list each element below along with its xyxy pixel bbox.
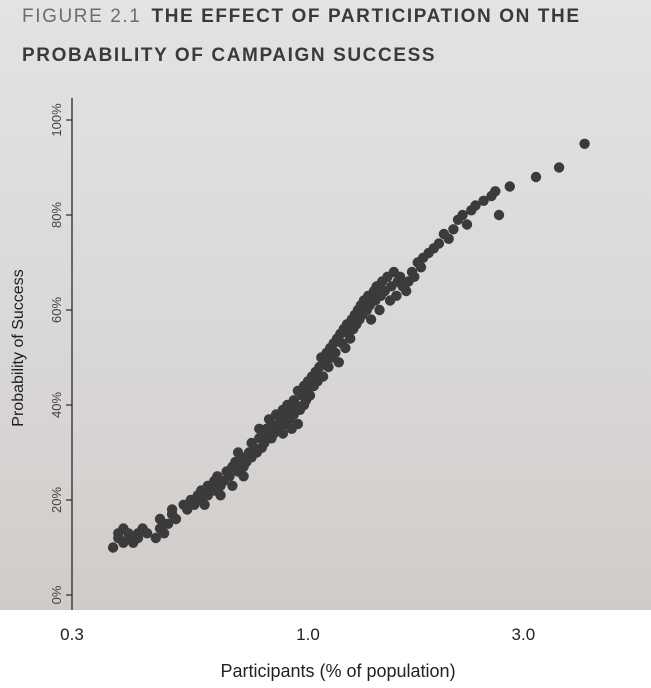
x-axis-label: Participants (% of population): [220, 661, 456, 681]
figure-title-text-2: PROBABILITY OF CAMPAIGN SUCCESS: [22, 45, 437, 66]
scatter-points: [107, 138, 590, 553]
scatter-point: [457, 209, 468, 221]
scatter-point: [166, 504, 178, 515]
scatter-point: [391, 290, 402, 301]
scatter-point: [330, 347, 341, 358]
scatter-point: [158, 528, 170, 539]
scatter-point: [333, 357, 344, 368]
y-tick-label: 20%: [49, 487, 64, 513]
scatter-point: [323, 361, 334, 373]
scatter-point: [199, 499, 210, 510]
figure-title-text-1: THE EFFECT OF PARTICIPATION ON THE: [151, 6, 581, 27]
scatter-point: [478, 195, 489, 206]
scatter-point: [394, 271, 406, 282]
figure-title-line-2: PROBABILITY OF CAMPAIGN SUCCESS: [22, 45, 436, 67]
scatter-point: [409, 271, 420, 282]
scatter-point: [170, 513, 182, 525]
scatter-point: [433, 238, 445, 249]
book-page-photo: FIGURE 2.1 THE EFFECT OF PARTICIPATION ON…: [0, 0, 651, 610]
x-tick-label: 1.0: [296, 625, 320, 644]
scatter-point: [401, 285, 412, 297]
scatter-point: [374, 304, 385, 316]
scatter-point: [141, 528, 153, 539]
y-tick-label: 80%: [49, 202, 64, 228]
x-tick-label: 0.3: [60, 625, 84, 644]
x-tick-label: 3.0: [511, 625, 536, 644]
scatter-point: [579, 138, 590, 149]
y-tick-label: 60%: [49, 297, 64, 323]
scatter-point: [493, 209, 505, 221]
scatter-point: [443, 233, 454, 244]
scatter-point: [490, 186, 501, 197]
axes: [66, 98, 73, 610]
scatter-point: [530, 171, 542, 183]
scatter-plot: 0% 20% 40% 60% 80% 100% Probability of Succes…: [10, 98, 590, 610]
scatter-point: [448, 224, 459, 235]
y-tick-label: 40%: [49, 392, 64, 418]
figure-number: FIGURE 2.1: [22, 6, 142, 27]
scatter-point: [277, 428, 289, 439]
scatter-point: [107, 542, 119, 553]
y-tick-label: 100%: [49, 103, 64, 137]
scatter-point: [150, 532, 161, 544]
scatter-point: [215, 490, 226, 501]
scatter-point: [470, 200, 481, 211]
scatter-point: [224, 471, 235, 482]
scatter-point: [227, 480, 238, 491]
scatter-point: [292, 418, 304, 430]
y-tick-label: 0%: [49, 585, 64, 604]
scatter-point: [163, 518, 174, 529]
figure-title-line-1: FIGURE 2.1 THE EFFECT OF PARTICIPATION ON…: [22, 6, 581, 28]
scatter-point: [504, 181, 515, 192]
scatter-point: [317, 371, 329, 382]
scatter-point: [553, 162, 565, 173]
scatter-point: [340, 342, 351, 354]
scatter-point: [365, 314, 377, 325]
scatter-point: [461, 219, 473, 230]
y-tick-labels: 0% 20% 40% 60% 80% 100%: [49, 103, 64, 604]
scatter-point: [238, 471, 249, 482]
scatter-point: [132, 532, 144, 544]
scatter-point: [415, 262, 427, 273]
y-axis-label: Probability of Success: [10, 269, 27, 426]
scatter-point: [345, 333, 356, 344]
scatter-point: [304, 390, 316, 401]
